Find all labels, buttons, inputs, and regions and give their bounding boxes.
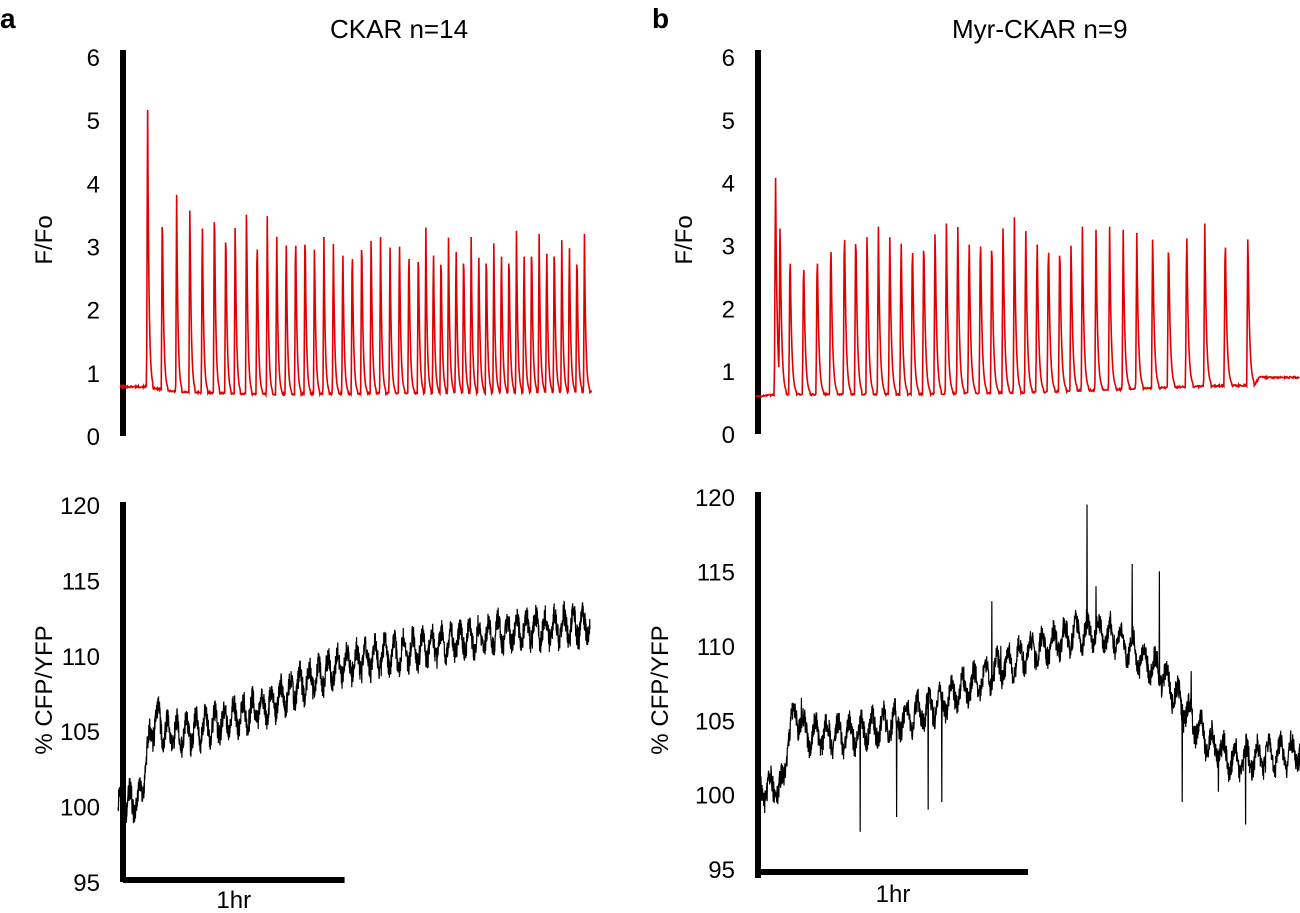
y-axis-label: F/Fo (671, 215, 698, 264)
y-tick-label: 1 (722, 359, 735, 386)
series-line (117, 600, 591, 828)
series-line (755, 177, 1300, 398)
y-tick-label: 3 (87, 235, 100, 262)
panel-title-a: CKAR n=14 (330, 14, 468, 44)
y-axis-label: % CFP/YFP (31, 625, 58, 754)
chart-b-bottom: 95 100 105 110 115 120 % CFP/YFP 1hr (647, 485, 1300, 908)
y-tick-label: 6 (722, 45, 735, 72)
scale-bar-label: 1hr (876, 881, 911, 908)
panel-title-b: Myr-CKAR n=9 (952, 14, 1128, 44)
y-tick-label: 6 (87, 45, 100, 72)
y-tick-label: 105 (60, 719, 100, 746)
y-axis-label: % CFP/YFP (647, 625, 674, 754)
chart-b-top: 0 1 2 3 4 5 6 F/Fo (671, 45, 1300, 449)
scale-bar-label: 1hr (216, 887, 251, 913)
y-tick-label: 5 (87, 108, 100, 135)
y-tick-label: 5 (722, 108, 735, 135)
y-tick-label: 1 (87, 361, 100, 388)
y-tick-label: 110 (697, 634, 735, 661)
y-tick-label: 95 (708, 857, 735, 884)
y-tick-label: 120 (695, 485, 735, 512)
panel-letter-b: b (652, 3, 669, 34)
y-tick-label: 120 (60, 493, 100, 520)
y-tick-label: 0 (722, 422, 735, 449)
y-tick-label: 115 (62, 568, 100, 595)
y-tick-label: 2 (87, 298, 100, 325)
y-tick-label: 3 (722, 234, 735, 261)
y-tick-label: 105 (695, 708, 735, 735)
y-tick-label: 110 (62, 644, 100, 671)
y-axis-label: F/Fo (31, 215, 58, 264)
y-tick-label: 0 (87, 424, 100, 451)
chart-a-bottom: 95 100 105 110 115 120 % CFP/YFP 1hr (31, 493, 591, 913)
panel-letter-a: a (0, 3, 16, 34)
y-tick-label: 100 (695, 783, 735, 810)
y-tick-label: 100 (60, 795, 100, 822)
y-tick-label: 4 (722, 171, 735, 198)
y-tick-label: 95 (73, 870, 100, 897)
series-line (119, 109, 593, 398)
y-tick-label: 2 (722, 296, 735, 323)
series-line (755, 504, 1300, 832)
chart-a-top: 0 1 2 3 4 5 6 F/Fo (31, 45, 593, 451)
y-tick-label: 115 (697, 559, 735, 586)
y-tick-label: 4 (87, 171, 100, 198)
